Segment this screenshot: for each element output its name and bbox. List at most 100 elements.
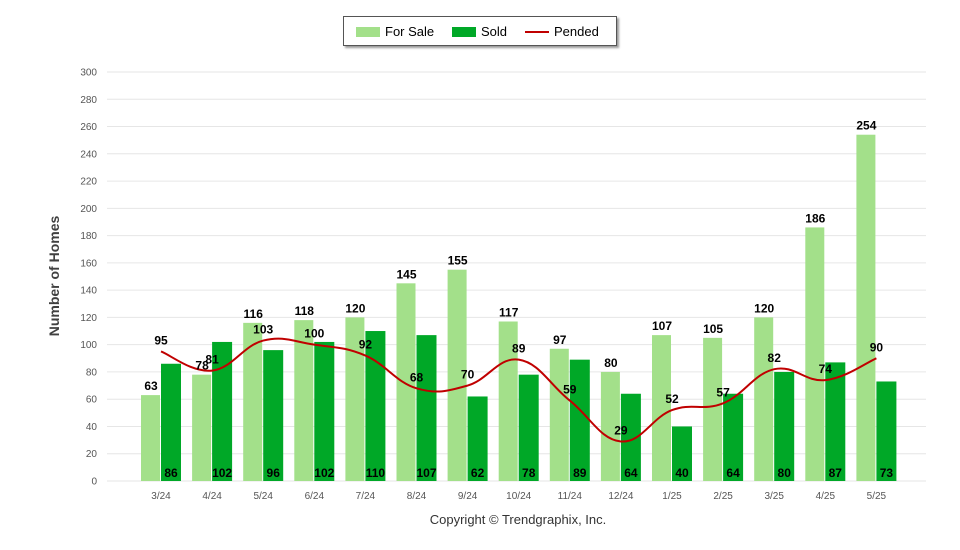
data-label-sold: 107 [416, 466, 436, 480]
bar-sold [774, 371, 795, 481]
bar-for-sale [192, 374, 212, 481]
x-tick-label: 7/24 [356, 491, 376, 502]
y-tick-label: 0 [91, 477, 97, 488]
data-label-for-sale: 80 [604, 356, 618, 370]
y-tick-label: 160 [80, 258, 97, 269]
y-tick-label: 120 [80, 313, 97, 324]
bar-sold [467, 396, 488, 481]
data-label-pended: 74 [819, 362, 833, 376]
x-tick-label: 8/24 [407, 491, 427, 502]
pended-line-group [160, 337, 877, 443]
data-label-sold: 102 [212, 466, 232, 480]
data-label-pended: 81 [205, 353, 219, 367]
bar-for-sale [549, 348, 569, 481]
bar-for-sale [243, 322, 263, 481]
data-label-sold: 87 [829, 466, 843, 480]
data-label-pended: 92 [359, 338, 373, 352]
bar-for-sale [141, 395, 160, 481]
bar-for-sale [447, 269, 467, 481]
bar-sold [723, 393, 744, 481]
data-label-pended: 89 [512, 342, 526, 356]
data-label-for-sale: 186 [805, 211, 825, 225]
data-label-sold: 40 [675, 466, 689, 480]
y-tick-label: 20 [86, 449, 98, 460]
data-label-for-sale: 120 [754, 301, 774, 315]
data-label-pended: 59 [563, 383, 577, 397]
data-label-for-sale: 120 [345, 301, 365, 315]
data-label-sold: 64 [726, 466, 740, 480]
copyright-text: Copyright © Trendgraphix, Inc. [429, 512, 607, 527]
x-tick-label: 4/24 [202, 491, 222, 502]
bar-sold [569, 359, 590, 481]
data-label-for-sale: 105 [703, 322, 723, 336]
data-label-for-sale: 254 [856, 119, 876, 133]
bar-for-sale [703, 337, 723, 481]
bar-sold [212, 341, 233, 481]
bar-sold [825, 362, 846, 481]
x-tick-label: 3/24 [151, 491, 171, 502]
pended-line [160, 337, 877, 443]
legend: For Sale Sold Pended [343, 16, 617, 46]
data-label-pended: 29 [614, 423, 628, 437]
x-tick-label: 1/25 [662, 491, 682, 502]
data-label-for-sale: 118 [295, 304, 315, 318]
y-tick-label: 140 [80, 286, 97, 297]
bar-sold [672, 426, 692, 481]
data-label-for-sale: 97 [553, 333, 567, 347]
bar-sold [518, 374, 539, 481]
y-tick-label: 80 [86, 367, 98, 378]
data-label-pended: 57 [716, 385, 730, 399]
x-tick-label: 5/25 [867, 491, 887, 502]
bar-sold [365, 331, 386, 481]
x-tick-label: 2/25 [713, 491, 733, 502]
y-tick-label: 200 [80, 204, 97, 215]
data-label-pended: 52 [665, 392, 679, 406]
bar-for-sale [754, 317, 774, 481]
bar-sold [876, 381, 897, 481]
y-tick-label: 300 [80, 68, 97, 79]
data-label-pended: 103 [253, 323, 273, 337]
data-label-sold: 86 [164, 466, 178, 480]
bar-for-sale [856, 134, 876, 482]
legend-label-sold: Sold [481, 24, 508, 39]
data-label-for-sale: 155 [448, 254, 468, 268]
data-label-for-sale: 78 [195, 359, 209, 373]
bar-for-sale [805, 227, 825, 481]
data-label-sold: 64 [624, 466, 638, 480]
x-axis-ticks: 3/24 4/24 5/24 6/24 7/24 8/24 9/24 10/24 11/24 12… [151, 491, 886, 502]
y-tick-label: 280 [80, 95, 97, 106]
y-tick-label: 60 [86, 395, 98, 406]
x-tick-label: 9/24 [458, 491, 478, 502]
y-tick-label: 100 [80, 340, 97, 351]
y-axis-ticks: 0 20 40 60 80 100 120 140 160 180 200 220 240 260 280 3… [80, 68, 97, 488]
data-label-for-sale: 63 [144, 379, 158, 393]
data-label-sold: 62 [471, 466, 485, 480]
legend-label-for-sale: For Sale [385, 24, 435, 39]
data-label-pended: 95 [154, 333, 168, 347]
bar-sold [416, 335, 437, 481]
y-tick-label: 240 [80, 149, 97, 160]
x-tick-label: 5/24 [253, 491, 273, 502]
x-tick-label: 4/25 [816, 491, 836, 502]
data-label-sold: 102 [314, 466, 334, 480]
data-label-sold: 89 [573, 466, 587, 480]
data-label-sold: 78 [522, 466, 536, 480]
bars [141, 134, 897, 482]
bar-for-sale [396, 283, 416, 481]
legend-swatch-sold [452, 27, 476, 37]
bar-for-sale [294, 320, 314, 481]
data-label-pended: 68 [410, 370, 424, 384]
data-labels: 63 86 78 102 116 96 118 102 120 110 145 107 155 62 117… [144, 119, 893, 480]
data-label-sold: 80 [778, 466, 792, 480]
legend-label-pended: Pended [554, 24, 599, 39]
data-label-sold: 73 [880, 466, 894, 480]
x-tick-label: 10/24 [506, 491, 531, 502]
legend-swatch-for-sale [356, 27, 380, 37]
data-label-pended: 90 [870, 340, 884, 354]
data-label-for-sale: 116 [244, 307, 264, 321]
data-label-pended: 100 [304, 327, 324, 341]
y-tick-label: 220 [80, 177, 97, 188]
x-tick-label: 6/24 [305, 491, 325, 502]
x-tick-label: 11/24 [558, 491, 583, 502]
bar-sold [314, 341, 335, 481]
